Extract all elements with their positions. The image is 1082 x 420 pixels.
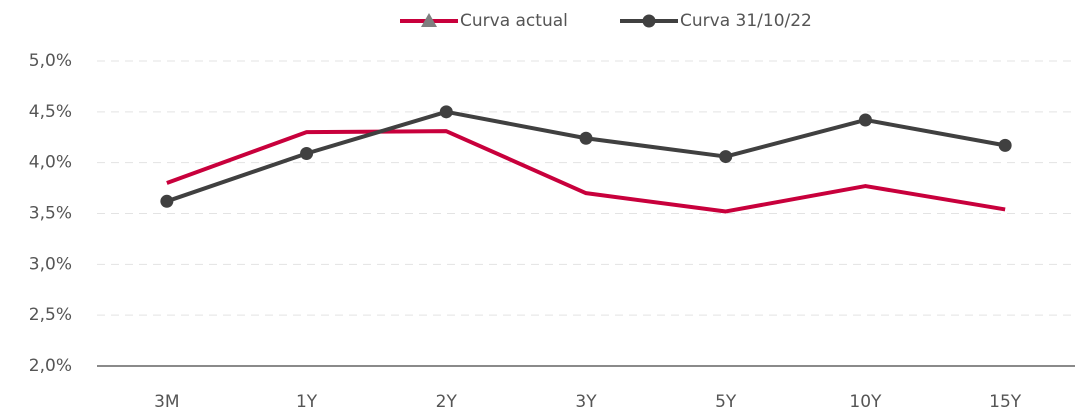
- point-marker: [579, 131, 593, 145]
- y-tick-label: 4,0%: [29, 153, 72, 173]
- point-marker: [858, 113, 872, 127]
- y-tick-label: 5,0%: [29, 51, 72, 71]
- x-tick-label: 2Y: [436, 392, 458, 412]
- x-tick-label: 1Y: [296, 392, 318, 412]
- y-tick-label: 3,0%: [29, 254, 72, 274]
- x-tick-label: 5Y: [715, 392, 737, 412]
- legend-label: Curva 31/10/22: [680, 11, 812, 31]
- point-marker: [160, 194, 174, 208]
- y-tick-label: 2,5%: [29, 305, 72, 325]
- y-tick-label: 4,5%: [29, 102, 72, 122]
- point-marker: [439, 105, 453, 119]
- legend-label: Curva actual: [460, 11, 568, 31]
- point-marker: [998, 138, 1012, 152]
- y-tick-label: 2,0%: [29, 356, 72, 376]
- x-tick-label: 3M: [154, 392, 179, 412]
- x-tick-label: 3Y: [575, 392, 597, 412]
- point-marker: [300, 147, 314, 161]
- y-tick-label: 3,5%: [29, 204, 72, 224]
- legend-marker: [421, 13, 437, 27]
- legend-marker: [642, 14, 656, 28]
- x-tick-label: 15Y: [989, 392, 1022, 412]
- x-tick-label: 10Y: [849, 392, 882, 412]
- series-line: [166, 129, 1006, 214]
- point-marker: [719, 150, 733, 164]
